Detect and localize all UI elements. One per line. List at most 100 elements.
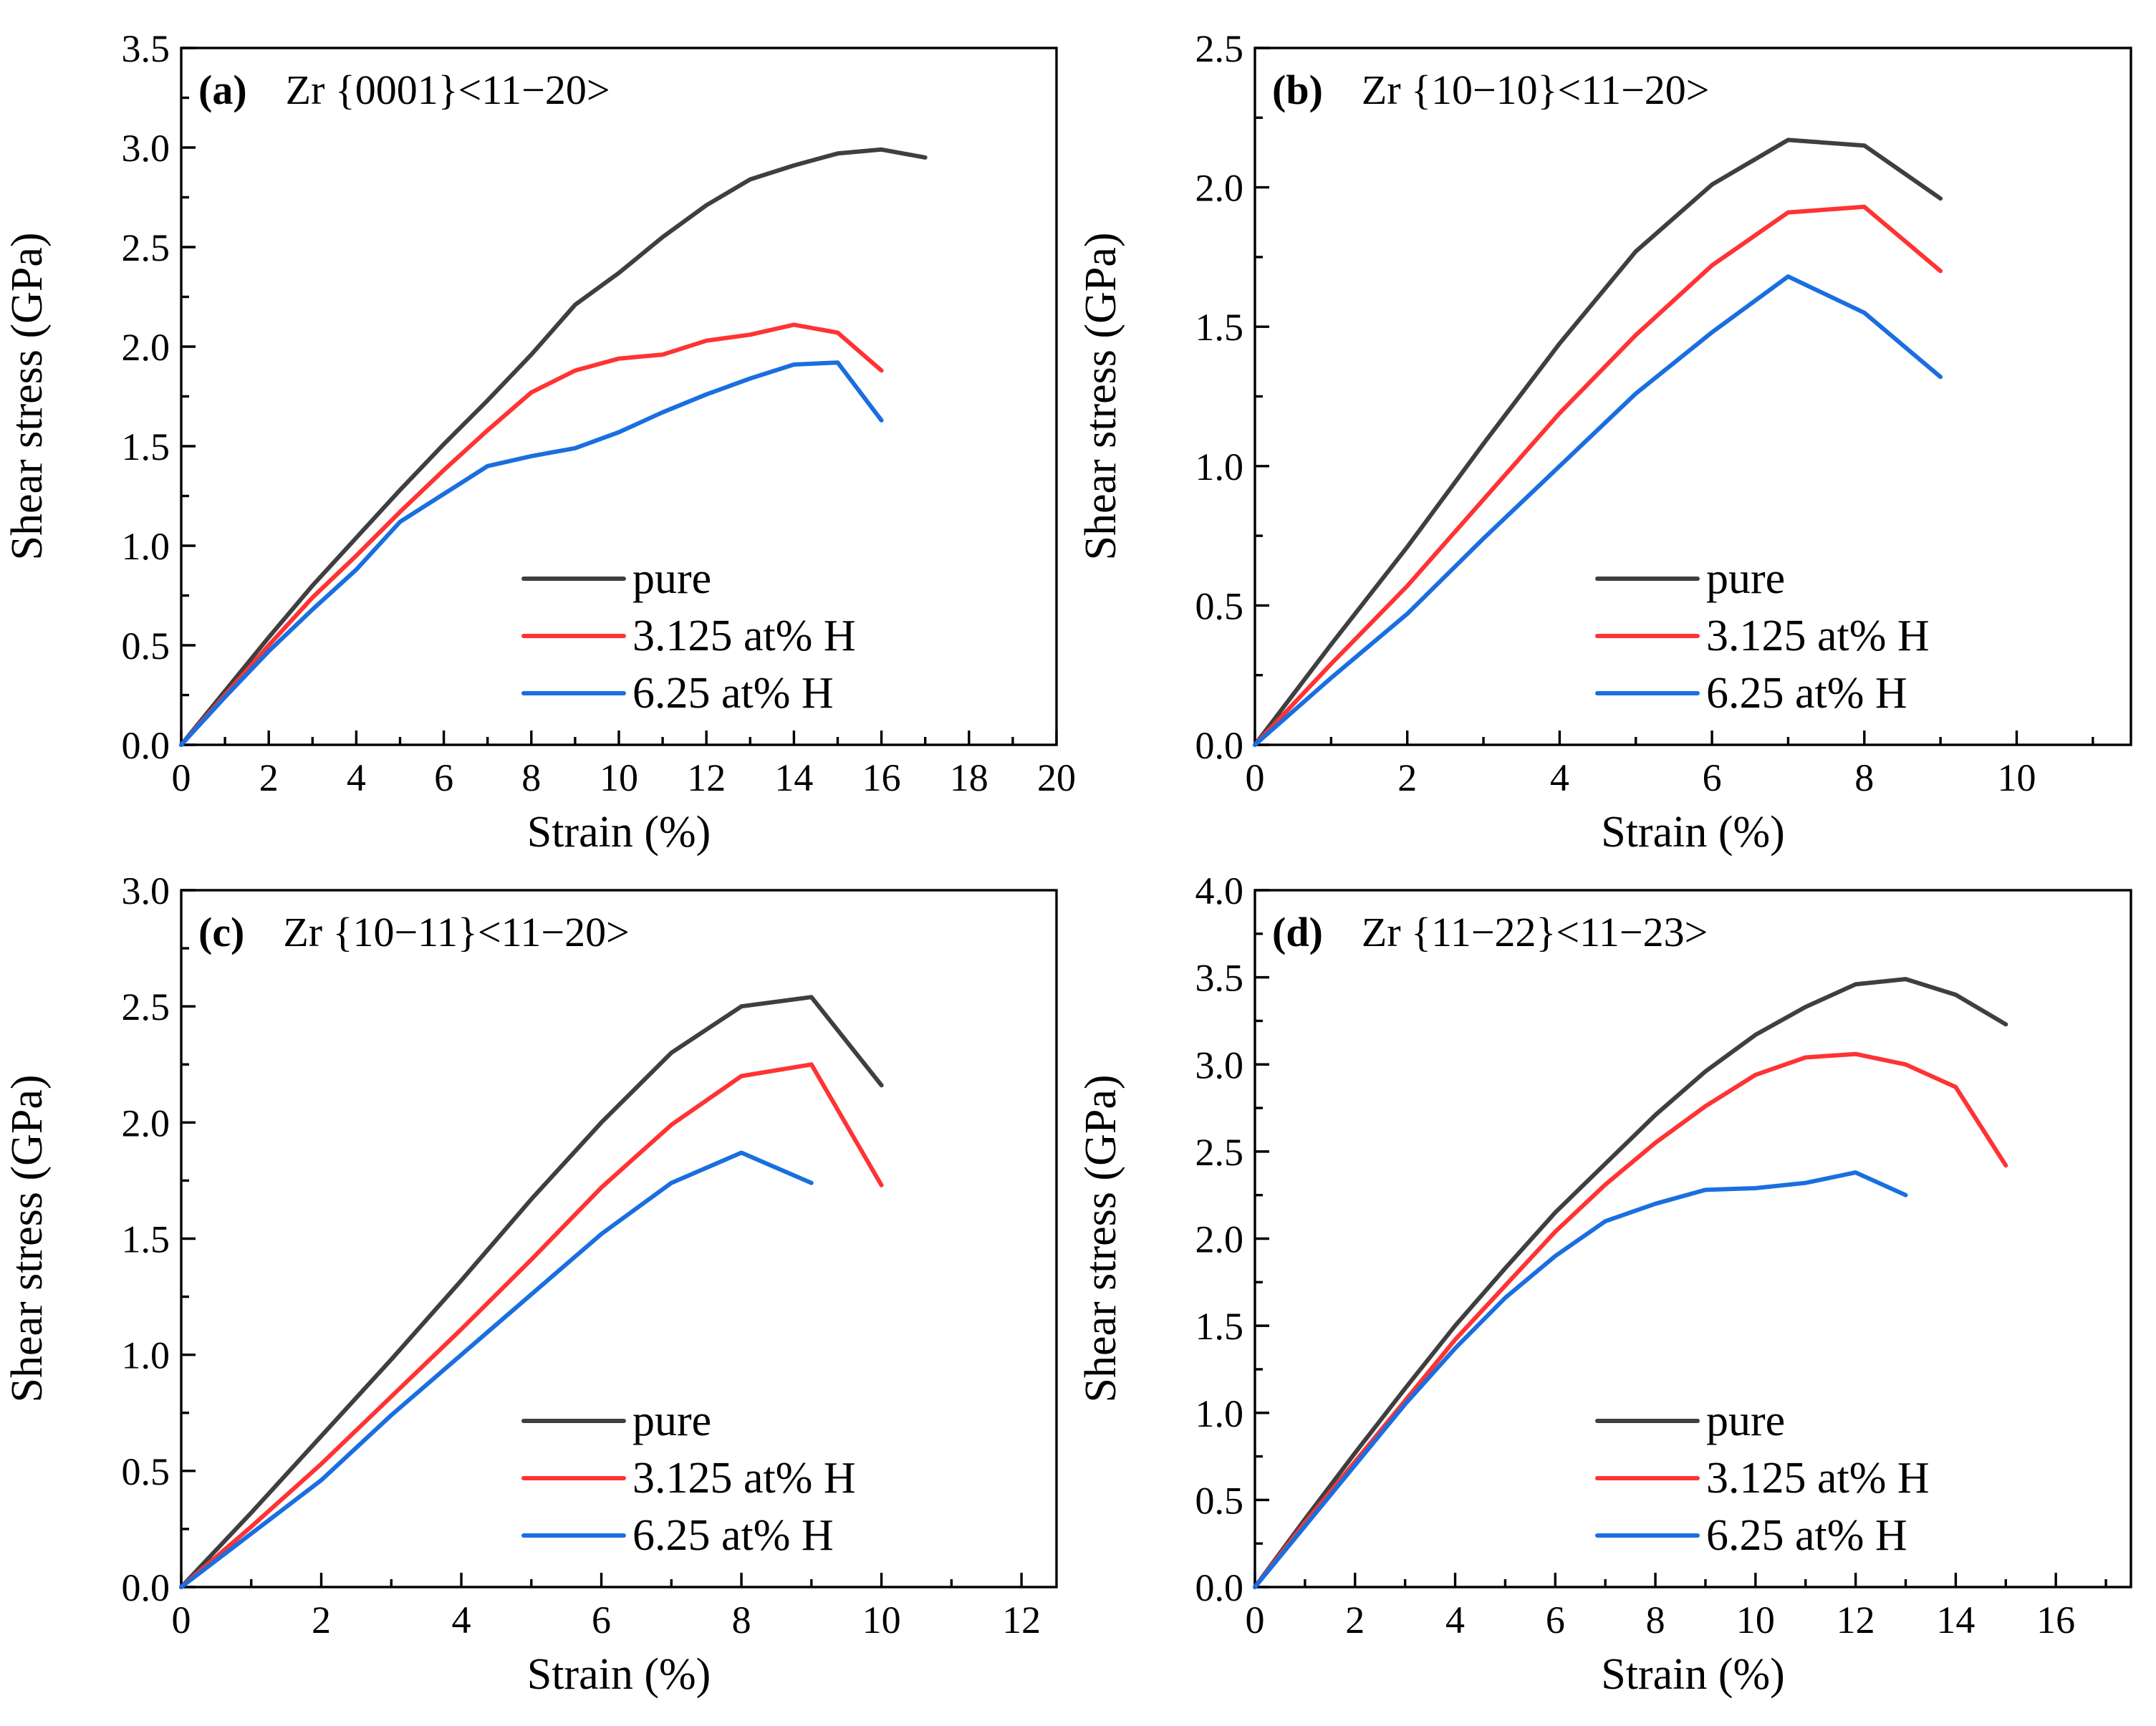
series-line-1: [1253, 1051, 2008, 1589]
y-tick-label: 2.0: [122, 326, 170, 369]
y-tick-label: 3.5: [1195, 957, 1244, 1000]
x-tick-label: 8: [732, 1599, 751, 1641]
panel-title-text: Zr {0001}<11−20>: [286, 67, 610, 113]
x-tick-label: 8: [1646, 1599, 1665, 1641]
series-line-2: [179, 360, 884, 747]
legend-label: 6.25 at% H: [1706, 1511, 1907, 1560]
x-axis-label: Strain (%): [527, 808, 711, 857]
y-tick-label: 3.0: [122, 869, 170, 912]
panel-title: (d) Zr {11−22}<11−23>: [1272, 909, 1708, 955]
x-tick-label: 0: [172, 1599, 191, 1641]
x-tick-label: 12: [1837, 1599, 1875, 1641]
x-tick-label: 8: [521, 756, 541, 799]
series-line-2: [1253, 274, 1943, 747]
x-tick-label: 10: [1997, 756, 2036, 799]
y-tick-label: 1.5: [122, 1218, 170, 1261]
series-line-0: [1253, 977, 2008, 1589]
y-axis-label: Shear stress (GPa): [3, 1074, 52, 1402]
plot-frame: [1253, 889, 2132, 1588]
series-line-1: [1253, 204, 1943, 747]
plot-frame: [180, 47, 1058, 746]
series-line-0: [1253, 138, 1943, 747]
series-line-0: [179, 995, 884, 1589]
y-tick-label: 0.5: [1195, 584, 1244, 627]
panel-title: (b) Zr {10−10}<11−20>: [1272, 67, 1710, 113]
chart-panel-d: 0 2 4 6 8 10 12 14 16 0.0 0.5 1.0 1.5 2.0 2.5 3.0 3.5 4.0…: [1077, 869, 2132, 1699]
y-tick-label: 1.0: [1195, 1392, 1244, 1435]
y-tick-label: 1.0: [122, 525, 170, 568]
x-tick-label: 2: [259, 756, 279, 799]
legend-label: pure: [1706, 1397, 1785, 1445]
y-tick-label: 2.0: [122, 1101, 170, 1144]
x-tick-label: 2: [312, 1599, 331, 1641]
series-line-1: [179, 1062, 884, 1589]
x-axis-label: Strain (%): [527, 1650, 711, 1699]
series-line-1: [179, 322, 884, 747]
legend-label: 3.125 at% H: [632, 612, 856, 660]
series-line-2: [1253, 1170, 1908, 1589]
chart-panel-a: 0 2 4 6 8 10 12 14 16 18 20 0.0 0.5 1.0 1.5 2.0 2.5 3.0 3.…: [3, 27, 1076, 857]
panel-title: (a) Zr {0001}<11−20>: [198, 67, 610, 113]
x-tick-label: 14: [1936, 1599, 1975, 1641]
panel-tag: (a): [198, 67, 247, 113]
x-tick-label: 6: [434, 756, 453, 799]
y-tick-label: 0.0: [122, 1566, 170, 1609]
panel-title: (c) Zr {10−11}<11−20>: [198, 909, 630, 955]
legend-label: 6.25 at% H: [632, 669, 834, 718]
panel-title-text: Zr {11−22}<11−23>: [1362, 909, 1708, 955]
legend-label: 3.125 at% H: [1706, 612, 1930, 660]
legend-label: 3.125 at% H: [632, 1454, 856, 1503]
x-tick-label: 10: [600, 756, 638, 799]
series-line-0: [179, 147, 928, 747]
y-tick-label: 4.0: [1195, 869, 1244, 912]
x-tick-label: 6: [1546, 1599, 1565, 1641]
x-tick-label: 6: [1703, 756, 1722, 799]
y-tick-label: 1.5: [122, 425, 170, 468]
y-tick-label: 0.5: [1195, 1479, 1244, 1522]
x-tick-label: 12: [1002, 1599, 1041, 1641]
series-line-2: [179, 1150, 814, 1589]
legend-label: pure: [632, 554, 711, 603]
y-tick-label: 0.5: [122, 625, 170, 667]
x-tick-label: 4: [1445, 1599, 1465, 1641]
y-tick-label: 1.0: [1195, 445, 1244, 488]
panel-tag: (b): [1272, 67, 1323, 113]
y-tick-label: 1.0: [122, 1334, 170, 1377]
y-tick-label: 2.5: [122, 226, 170, 269]
x-tick-label: 10: [862, 1599, 901, 1641]
legend-label: 6.25 at% H: [632, 1511, 834, 1560]
y-tick-label: 1.5: [1195, 306, 1244, 349]
y-axis-label: Shear stress (GPa): [1077, 232, 1125, 560]
chart-panel-b: 0 2 4 6 8 10 0.0 0.5 1.0 1.5 2.0 2.5 Strain (%) Shear…: [1077, 27, 2132, 857]
y-tick-label: 0.5: [122, 1450, 170, 1493]
y-tick-label: 2.5: [122, 985, 170, 1028]
panel-title-text: Zr {10−11}<11−20>: [283, 909, 629, 955]
plot-frame: [1253, 47, 2132, 746]
y-tick-label: 3.5: [122, 27, 170, 70]
y-tick-label: 0.0: [122, 724, 170, 767]
legend-label: 3.125 at% H: [1706, 1454, 1930, 1503]
y-tick-label: 0.0: [1195, 1566, 1244, 1609]
y-tick-label: 0.0: [1195, 724, 1244, 767]
x-tick-label: 2: [1345, 1599, 1365, 1641]
y-tick-label: 2.0: [1195, 167, 1244, 210]
plot-frame: [180, 889, 1058, 1588]
chart-panel-c: 0 2 4 6 8 10 12 0.0 0.5 1.0 1.5 2.0 2.5 3.0 Strain (%)…: [3, 869, 1058, 1699]
legend-label: pure: [632, 1397, 711, 1445]
x-tick-label: 14: [774, 756, 813, 799]
panel-title-text: Zr {10−10}<11−20>: [1362, 67, 1710, 113]
x-tick-label: 4: [452, 1599, 471, 1641]
x-axis-label: Strain (%): [1601, 808, 1785, 857]
x-tick-label: 6: [592, 1599, 611, 1641]
x-tick-label: 16: [862, 756, 901, 799]
x-tick-label: 18: [950, 756, 988, 799]
y-tick-label: 1.5: [1195, 1305, 1244, 1348]
x-tick-label: 0: [1246, 756, 1265, 799]
y-tick-label: 2.5: [1195, 27, 1244, 70]
legend-label: pure: [1706, 554, 1785, 603]
x-tick-label: 0: [1246, 1599, 1265, 1641]
y-axis-label: Shear stress (GPa): [1077, 1074, 1125, 1402]
y-tick-label: 3.0: [1195, 1043, 1244, 1086]
x-tick-label: 8: [1854, 756, 1874, 799]
